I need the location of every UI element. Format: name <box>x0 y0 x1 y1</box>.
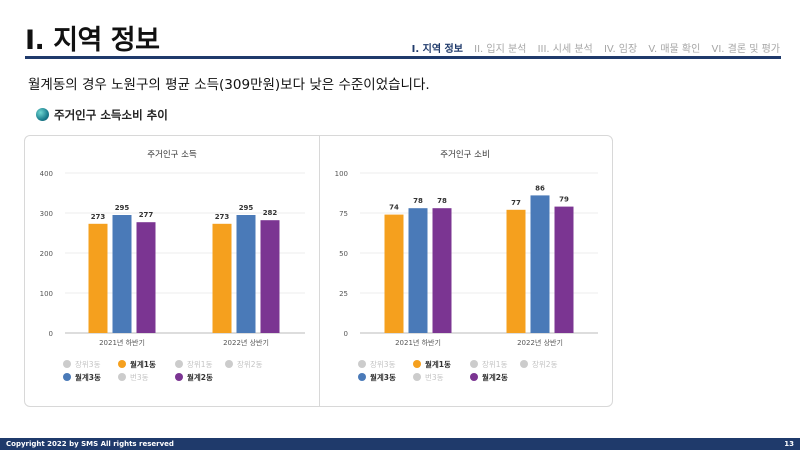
data-label: 78 <box>413 197 423 205</box>
y-tick-label: 100 <box>335 170 348 178</box>
data-label: 79 <box>559 196 569 204</box>
section-nav: I. 지역 정보 II. 입지 분석 III. 시세 분석 IV. 임장 V. … <box>404 40 780 55</box>
x-tick-label: 2022년 상반기 <box>517 338 563 347</box>
data-label: 295 <box>239 204 254 212</box>
nav-item-listing-check[interactable]: V. 매물 확인 <box>648 44 701 55</box>
legend-label: 월계2동 <box>187 372 213 382</box>
y-tick-label: 100 <box>40 290 53 298</box>
nav-item-location-analysis[interactable]: II. 입지 분석 <box>474 44 527 55</box>
legend-label: 월계2동 <box>482 372 508 382</box>
summary-text: 월계동의 경우 노원구의 평균 소득(309만원)보다 낮은 수준이었습니다. <box>28 77 430 93</box>
bar <box>212 223 232 333</box>
section-title: 주거인구 소득소비 추이 <box>54 108 168 122</box>
y-tick-label: 0 <box>49 330 53 338</box>
legend-label: 번3동 <box>130 373 149 382</box>
legend-marker <box>118 373 126 381</box>
legend-label: 번3동 <box>425 373 444 382</box>
bar <box>260 220 280 333</box>
chart-divider <box>319 135 320 406</box>
data-label: 78 <box>437 197 447 205</box>
section-heading: 주거인구 소득소비 추이 <box>36 107 168 123</box>
nav-item-region-info[interactable]: I. 지역 정보 <box>411 44 463 55</box>
legend-marker <box>470 373 478 381</box>
data-label: 74 <box>389 204 399 212</box>
legend-label: 장위3동 <box>370 359 396 369</box>
legend-label: 장위3동 <box>75 359 101 369</box>
circle-bullet-icon <box>36 108 49 121</box>
bar <box>432 208 452 333</box>
legend-marker <box>358 373 366 381</box>
y-tick-label: 50 <box>339 250 348 258</box>
legend-marker <box>470 360 478 368</box>
chart-title: 주거인구 소득 <box>147 149 197 160</box>
legend-label: 월계1동 <box>130 359 156 369</box>
bar <box>384 214 404 333</box>
x-tick-label: 2021년 하반기 <box>99 338 145 347</box>
legend-label: 장위2동 <box>532 359 558 369</box>
bar <box>554 206 574 333</box>
bar <box>112 215 132 333</box>
legend-marker <box>175 360 183 368</box>
y-tick-label: 25 <box>339 290 348 298</box>
y-tick-label: 0 <box>344 330 348 338</box>
bar <box>408 208 428 333</box>
page-number: 13 <box>784 440 794 448</box>
data-label: 273 <box>91 213 106 221</box>
legend-label: 장위1동 <box>482 359 508 369</box>
legend-label: 장위1동 <box>187 359 213 369</box>
x-tick-label: 2021년 하반기 <box>395 338 441 347</box>
footer-bar: Copyright 2022 by SMS All rights reserve… <box>0 438 800 450</box>
bar <box>236 215 256 333</box>
nav-item-conclusion[interactable]: VI. 결론 및 평가 <box>711 44 780 55</box>
data-label: 277 <box>139 211 154 219</box>
y-tick-label: 200 <box>40 250 53 258</box>
legend-marker <box>63 373 71 381</box>
legend-marker <box>118 360 126 368</box>
legend-marker <box>520 360 528 368</box>
legend-marker <box>225 360 233 368</box>
legend-marker <box>413 360 421 368</box>
legend-label: 월계3동 <box>370 372 396 382</box>
chart-title: 주거인구 소비 <box>440 149 490 160</box>
legend-marker <box>175 373 183 381</box>
bar <box>136 222 156 333</box>
y-tick-label: 400 <box>40 170 53 178</box>
legend-label: 월계3동 <box>75 372 101 382</box>
legend-marker <box>358 360 366 368</box>
x-tick-label: 2022년 상반기 <box>223 338 269 347</box>
data-label: 77 <box>511 199 521 207</box>
nav-item-price-analysis[interactable]: III. 시세 분석 <box>537 44 593 55</box>
y-tick-label: 75 <box>339 210 348 218</box>
bar <box>530 195 550 333</box>
y-tick-label: 300 <box>40 210 53 218</box>
bar <box>506 209 526 333</box>
data-label: 282 <box>263 209 278 217</box>
bar <box>88 223 108 333</box>
header-divider <box>25 56 781 59</box>
legend-marker <box>413 373 421 381</box>
footer-copyright: Copyright 2022 by SMS All rights reserve… <box>6 440 174 448</box>
legend-label: 월계1동 <box>425 359 451 369</box>
data-label: 86 <box>535 184 545 192</box>
data-label: 295 <box>115 204 130 212</box>
nav-item-site-visit[interactable]: IV. 임장 <box>603 44 638 55</box>
page-title: I. 지역 정보 <box>25 25 160 56</box>
legend-label: 장위2동 <box>237 359 263 369</box>
data-label: 273 <box>215 213 230 221</box>
legend-marker <box>63 360 71 368</box>
